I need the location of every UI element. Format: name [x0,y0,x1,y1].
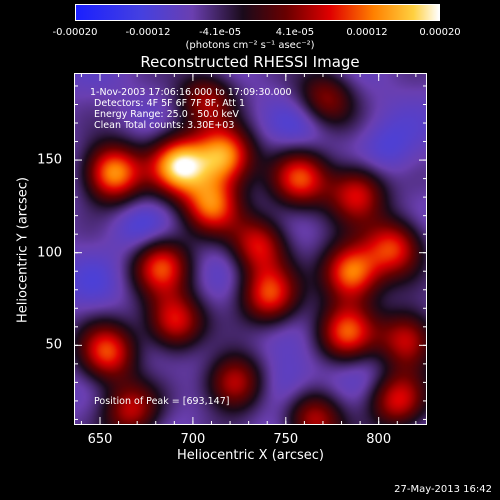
colorbar-tick-label: 4.1e-05 [275,27,315,38]
y-axis-label: Heliocentric Y (arcsec) [15,177,31,323]
annotation-detectors: Detectors: 4F 5F 6F 7F 8F, Att 1 [94,98,246,109]
colorbar-tick-label: 0.00012 [346,27,388,38]
x-tick-label: 650 [87,432,113,447]
x-axis-label: Heliocentric X (arcsec) [177,448,324,463]
plot-border [74,73,427,425]
colorbar-units: (photons cm⁻² s⁻¹ asec⁻²) [185,40,315,51]
chart-title: Reconstructed RHESSI Image [140,53,360,71]
y-tick-label: 100 [37,245,62,261]
y-tick-label: 150 [37,152,62,168]
plot-area: 1-Nov-2003 17:06:16.000 to 17:09:30.000 … [74,73,427,425]
heatmap-image [74,73,427,425]
colorbar-tick-label: -0.00012 [125,27,171,38]
y-tick-label: 50 [45,337,62,353]
x-tick-label: 750 [273,432,299,447]
annotation-time-range: 1-Nov-2003 17:06:16.000 to 17:09:30.000 [90,87,292,98]
x-tick-label: 700 [180,432,206,447]
annotation-peak: Position of Peak = [693,147] [94,396,230,407]
annotation-energy: Energy Range: 25.0 - 50.0 keV [94,109,239,120]
timestamp: 27-May-2013 16:42 [394,484,492,495]
annotation-method: Clean Total counts: 3.30E+03 [94,120,235,131]
x-tick-label: 800 [366,432,392,447]
colorbar [75,4,440,21]
colorbar-tick-label: -0.00020 [52,27,98,38]
plot-frame [74,73,427,425]
colorbar-tick-label: -4.1e-05 [199,27,242,38]
colorbar-tick-label: 0.00020 [419,27,461,38]
